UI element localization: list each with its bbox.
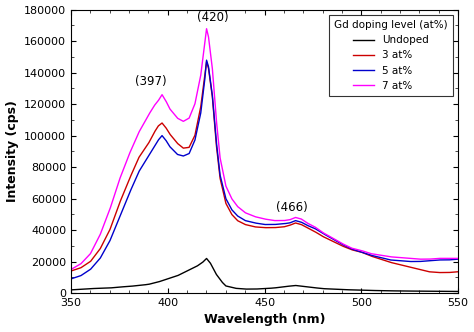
- 3 at%: [204, 60, 210, 64]
- 5 at%: [256, 222, 262, 226]
- 3 at%: [444, 271, 450, 275]
- Undoped: [455, 290, 461, 293]
- 5 at%: [455, 257, 461, 261]
- 7 at%: [444, 256, 449, 260]
- 3 at%: [444, 271, 450, 275]
- 7 at%: [444, 256, 450, 260]
- 5 at%: [246, 219, 252, 223]
- 3 at%: [68, 269, 74, 273]
- 7 at%: [68, 267, 74, 271]
- 5 at%: [68, 277, 74, 281]
- Undoped: [444, 290, 450, 293]
- Undoped: [444, 290, 449, 293]
- Line: 7 at%: 7 at%: [71, 29, 458, 269]
- 7 at%: [455, 256, 461, 260]
- 7 at%: [256, 216, 262, 220]
- 7 at%: [204, 27, 210, 31]
- Undoped: [246, 287, 252, 291]
- 7 at%: [373, 252, 379, 256]
- 7 at%: [88, 251, 94, 255]
- 3 at%: [455, 270, 461, 274]
- Undoped: [88, 287, 94, 290]
- 3 at%: [436, 271, 442, 275]
- Undoped: [256, 287, 262, 291]
- X-axis label: Wavelength (nm): Wavelength (nm): [204, 313, 325, 326]
- Line: 5 at%: 5 at%: [71, 60, 458, 279]
- 3 at%: [88, 259, 94, 263]
- 3 at%: [373, 256, 379, 260]
- Text: (466): (466): [276, 201, 308, 214]
- Y-axis label: Intensity (cps): Intensity (cps): [6, 100, 18, 202]
- 5 at%: [204, 58, 210, 62]
- Line: Undoped: Undoped: [71, 259, 458, 291]
- 3 at%: [256, 225, 262, 229]
- 5 at%: [88, 267, 94, 271]
- 3 at%: [246, 223, 252, 227]
- 5 at%: [444, 258, 449, 262]
- Undoped: [373, 289, 379, 292]
- Undoped: [68, 288, 74, 292]
- Legend: Undoped, 3 at%, 5 at%, 7 at%: Undoped, 3 at%, 5 at%, 7 at%: [328, 15, 453, 96]
- 7 at%: [246, 212, 252, 216]
- Line: 3 at%: 3 at%: [71, 62, 458, 273]
- Text: (420): (420): [197, 11, 228, 24]
- Text: (397): (397): [135, 75, 166, 88]
- 5 at%: [373, 254, 379, 258]
- 5 at%: [444, 258, 450, 262]
- Undoped: [204, 257, 210, 261]
